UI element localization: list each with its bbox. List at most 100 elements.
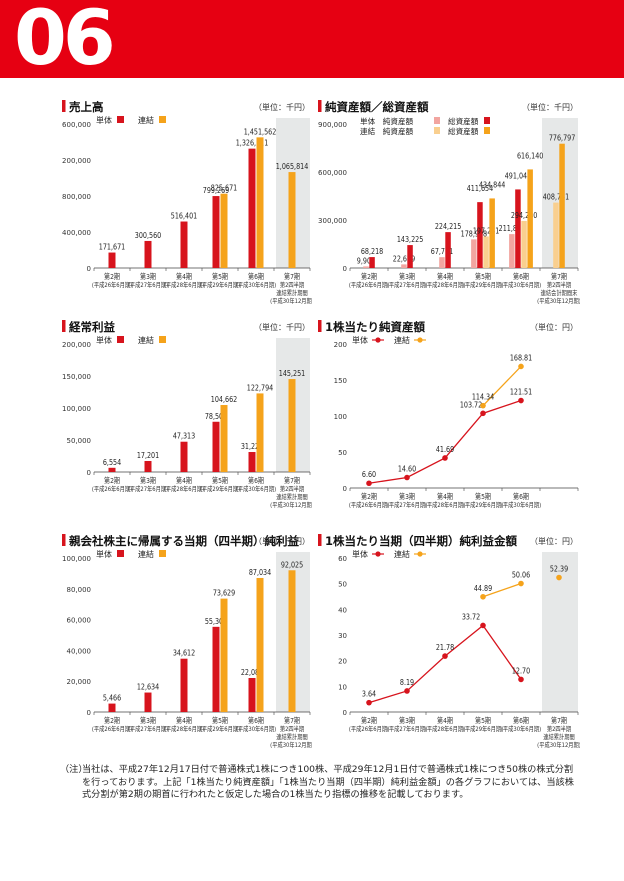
data-point [442, 653, 448, 659]
bar [527, 169, 533, 268]
data-point [480, 402, 486, 409]
y-tick-label: 20 [338, 658, 347, 666]
x-tick-label: 第6期 [513, 715, 529, 725]
x-tick-label: (平成27年6月期) [387, 280, 427, 289]
bar [180, 221, 188, 268]
legend-swatch [484, 127, 490, 134]
x-tick-label: 第4期 [437, 271, 453, 281]
data-label: 171,671 [99, 242, 125, 252]
footnote: （注） 当社は、平成27年12月17日付で普通株式1株につき100株、平成29年… [60, 764, 580, 802]
chart-title: 1株当たり純資産額 [325, 320, 426, 334]
x-tick-label: (平成28年6月期) [425, 724, 465, 733]
y-tick-label: 50 [338, 581, 347, 589]
bar [509, 234, 515, 268]
bar [369, 257, 375, 268]
x-tick-label: 第3期 [140, 271, 156, 281]
chart-svg: 親会社株主に帰属する当期（四半期）純利益（単位：千円） 単体 連結 0 20,000 40… [62, 534, 312, 749]
data-label: 224,215 [435, 221, 461, 231]
data-point [480, 593, 486, 600]
data-label: 178,918 [461, 229, 488, 239]
data-label: 21.78 [436, 642, 455, 652]
x-tick-label: 第4期 [176, 715, 192, 725]
bar [144, 240, 152, 268]
x-tick-label: (平成28年6月期) [425, 500, 465, 509]
x-tick-label: (平成26年6月期) [92, 484, 132, 493]
legend-swatch-tandoku [117, 550, 124, 557]
legend: 単体 連結 [352, 335, 426, 345]
x-tick-label: (平成26年6月期) [349, 724, 389, 733]
y-tick-label: 50 [338, 449, 347, 457]
y-tick-label: 0 [343, 265, 347, 273]
y-tick-label: 0 [343, 485, 347, 493]
data-label: 6.60 [362, 470, 377, 480]
x-tick-label: 第4期 [437, 715, 453, 725]
legend-swatch [434, 127, 440, 134]
bar [471, 239, 477, 268]
x-tick-label: 第5期 [475, 491, 491, 501]
x-tick-label: (平成29年6月期) [200, 484, 240, 493]
bar [108, 703, 116, 712]
x-tick-label: (平成29年6月期) [200, 280, 240, 289]
chart-netincome: 親会社株主に帰属する当期（四半期）純利益 （単位：千円） 単体 連結 0 20,000 40… [62, 530, 312, 752]
x-tick-label: (平成29年6月期) [200, 724, 240, 733]
data-point [556, 574, 562, 581]
data-label: 52.39 [550, 564, 569, 574]
chart-svg: 売上高 （単位：千円） 単体 連結 0 400,000 800,000 1,200,000 1,… [62, 100, 312, 305]
x-tick-label: (平成26年6月期) [92, 280, 132, 289]
y-tick-label: 300,000 [318, 217, 347, 225]
data-label: 825,671 [211, 183, 237, 193]
chart-ordinary: 経常利益 （単位：千円） 単体 連結 0 50,000 100,000 150,000 200,… [62, 316, 312, 512]
data-point [480, 622, 486, 629]
bar [439, 257, 445, 268]
title-marker [62, 100, 66, 112]
x-tick-label: 第2四半期 [280, 724, 304, 733]
x-tick-label: (平成29年6月期) [463, 500, 503, 509]
x-tick-label: (平成30年6月期) [501, 280, 541, 289]
x-tick-label: 第2四半期 [280, 280, 304, 289]
legend-label-renketsu: 連結 [138, 115, 154, 125]
bar [248, 452, 256, 472]
x-tick-label: (平成29年6月期) [463, 280, 503, 289]
data-label: 92,025 [281, 560, 303, 570]
bar [220, 405, 228, 472]
legend-label: 総資産額 [448, 116, 479, 126]
page-number: 06 [14, 0, 116, 82]
x-tick-label: 第6期 [248, 475, 264, 485]
y-tick-label: 1,600,000 [62, 121, 91, 129]
y-tick-label: 60 [338, 555, 347, 563]
data-point [518, 363, 524, 370]
x-tick-label: 第7期 [284, 715, 300, 725]
data-label: 799,269 [203, 185, 230, 195]
data-label: 114.34 [472, 392, 495, 402]
x-tick-label: (平成30年6月期) [236, 280, 276, 289]
chart-sales: 売上高 （単位：千円） 単体 連結 0 400,000 800,000 1,200,000 1,… [62, 96, 312, 308]
data-label: 1,326,111 [236, 138, 269, 148]
chart-unit: （単位：円） [530, 536, 578, 546]
bar [256, 577, 264, 712]
x-tick-label: 第3期 [140, 715, 156, 725]
x-tick-label: (平成27年6月期) [128, 280, 168, 289]
data-label: 22,086 [241, 667, 264, 677]
bar [212, 626, 220, 712]
x-tick-label: (平成29年6月期) [463, 724, 503, 733]
x-tick-label: 第6期 [513, 491, 529, 501]
y-tick-label: 0 [343, 709, 347, 717]
title-marker [62, 320, 66, 332]
data-label: 14.60 [398, 464, 417, 474]
chart-title: 1株当たり当期（四半期）純利益金額 [325, 534, 517, 548]
data-point [518, 397, 524, 404]
x-tick-label: 第3期 [399, 271, 415, 281]
y-tick-label: 10 [338, 683, 347, 691]
x-tick-label: (平成30年12月期) [537, 296, 580, 305]
legend-label-tandoku: 単体 [96, 335, 112, 345]
x-tick-label: 第6期 [513, 271, 529, 281]
x-tick-label: (平成28年6月期) [164, 724, 204, 733]
x-tick-label: 第4期 [176, 475, 192, 485]
x-tick-label: (平成30年12月期) [270, 740, 312, 749]
x-tick-label: 第2四半期 [547, 724, 571, 733]
x-tick-label: 第2四半期 [547, 280, 571, 289]
data-label: 55,306 [205, 616, 228, 626]
data-label: 143,225 [397, 234, 423, 244]
chart-title: 純資産額／総資産額 [325, 100, 429, 114]
